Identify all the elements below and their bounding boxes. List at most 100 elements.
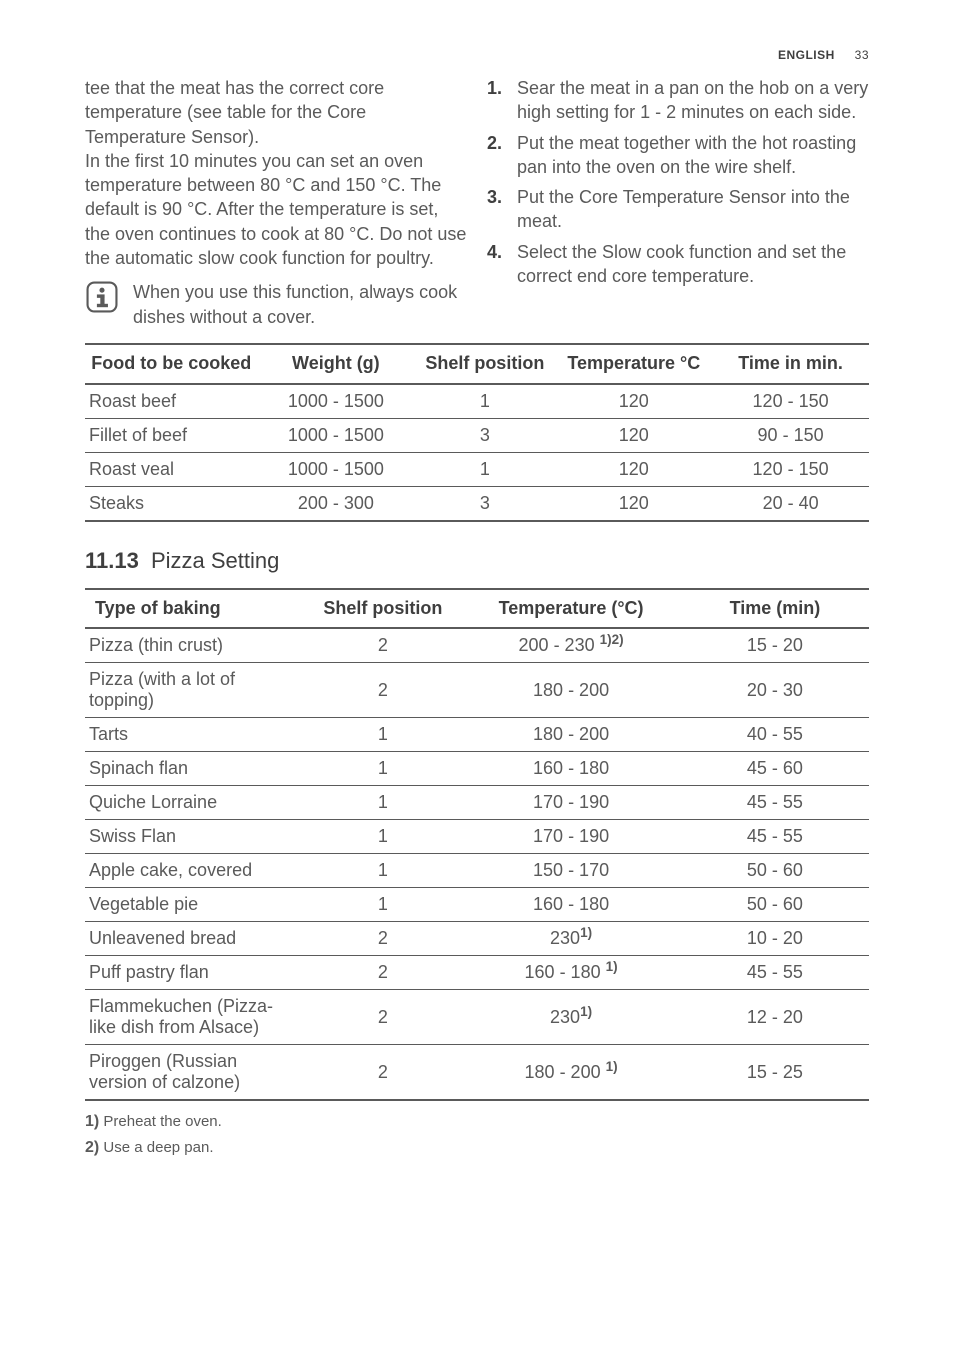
footnote-text: Preheat the oven. [99, 1113, 222, 1130]
table-cell: 3 [414, 486, 555, 521]
table-cell: 40 - 55 [681, 718, 869, 752]
table-row: Flammekuchen (Pizza-like dish from Alsac… [85, 990, 869, 1045]
table-row: Steaks200 - 300312020 - 40 [85, 486, 869, 521]
col-weight: Weight (g) [257, 344, 414, 384]
table-cell: 45 - 55 [681, 820, 869, 854]
page: ENGLISH 33 tee that the meat has the cor… [0, 0, 954, 1352]
table-row: Puff pastry flan2160 - 180 1)45 - 55 [85, 956, 869, 990]
step-item: Select the Slow cook function and set th… [487, 240, 869, 289]
info-icon [85, 280, 119, 314]
table-cell: 45 - 60 [681, 752, 869, 786]
table-cell: Pizza (thin crust) [85, 628, 305, 663]
table-cell: Pizza (with a lot of topping) [85, 663, 305, 718]
table-cell: 200 - 230 1)2) [461, 628, 681, 663]
intro-columns: tee that the meat has the correct core t… [85, 76, 869, 329]
table-cell: 45 - 55 [681, 786, 869, 820]
table-cell: 170 - 190 [461, 820, 681, 854]
table-cell: 1 [414, 452, 555, 486]
footnote-key: 2) [85, 1139, 99, 1156]
page-header: ENGLISH 33 [85, 48, 869, 62]
table-cell: 1 [305, 752, 462, 786]
table-cell: 1000 - 1500 [257, 452, 414, 486]
table-cell: 2 [305, 956, 462, 990]
table-row: Piroggen (Russian version of calzone)218… [85, 1045, 869, 1101]
col-shelf: Shelf position [305, 589, 462, 629]
paragraph: tee that the meat has the correct core t… [85, 76, 467, 149]
table-cell: Steaks [85, 486, 257, 521]
pizza-table: Type of baking Shelf position Temperatur… [85, 588, 869, 1102]
table-cell: 2 [305, 1045, 462, 1101]
step-item: Sear the meat in a pan on the hob on a v… [487, 76, 869, 125]
table-cell: 120 [555, 384, 712, 419]
table-cell: 120 [555, 452, 712, 486]
table-cell: 120 [555, 418, 712, 452]
table-cell: 50 - 60 [681, 888, 869, 922]
table-cell: Roast beef [85, 384, 257, 419]
table-cell: 2301) [461, 922, 681, 956]
section-name: Pizza Setting [151, 548, 279, 573]
table-cell: 2 [305, 628, 462, 663]
table-cell: Flammekuchen (Pizza-like dish from Alsac… [85, 990, 305, 1045]
table-cell: 120 [555, 486, 712, 521]
table-cell: 50 - 60 [681, 854, 869, 888]
footnotes: 1) Preheat the oven. 2) Use a deep pan. [85, 1109, 869, 1160]
table-cell: 120 - 150 [712, 452, 869, 486]
footnote-text: Use a deep pan. [99, 1139, 213, 1156]
table-cell: Roast veal [85, 452, 257, 486]
table-cell: Unleavened bread [85, 922, 305, 956]
table-header-row: Food to be cooked Weight (g) Shelf posit… [85, 344, 869, 384]
table-cell: 1 [305, 854, 462, 888]
table-cell: 1000 - 1500 [257, 418, 414, 452]
footnote-ref: 1) [580, 925, 592, 940]
slow-cook-tbody: Roast beef1000 - 15001120120 - 150Fillet… [85, 384, 869, 521]
col-time: Time in min. [712, 344, 869, 384]
table-cell: 10 - 20 [681, 922, 869, 956]
slow-cook-table: Food to be cooked Weight (g) Shelf posit… [85, 343, 869, 522]
table-cell: Apple cake, covered [85, 854, 305, 888]
col-temp: Temperature °C [555, 344, 712, 384]
header-lang: ENGLISH [778, 48, 835, 62]
col-time: Time (min) [681, 589, 869, 629]
table-cell: 90 - 150 [712, 418, 869, 452]
table-cell: 15 - 25 [681, 1045, 869, 1101]
table-cell: 160 - 180 1) [461, 956, 681, 990]
table-cell: Spinach flan [85, 752, 305, 786]
table-cell: 180 - 200 [461, 663, 681, 718]
table-row: Swiss Flan1170 - 19045 - 55 [85, 820, 869, 854]
table-cell: Piroggen (Russian version of calzone) [85, 1045, 305, 1101]
table-cell: Vegetable pie [85, 888, 305, 922]
table-cell: 2 [305, 922, 462, 956]
step-item: Put the Core Temperature Sensor into the… [487, 185, 869, 234]
footnote: 1) Preheat the oven. [85, 1109, 869, 1135]
table-row: Tarts1180 - 20040 - 55 [85, 718, 869, 752]
table-header-row: Type of baking Shelf position Temperatur… [85, 589, 869, 629]
table-cell: 1 [305, 718, 462, 752]
table-cell: 2 [305, 990, 462, 1045]
table-cell: 150 - 170 [461, 854, 681, 888]
table-row: Fillet of beef1000 - 1500312090 - 150 [85, 418, 869, 452]
footnote-ref: 1) [606, 1059, 618, 1074]
table-cell: Swiss Flan [85, 820, 305, 854]
table-cell: 180 - 200 1) [461, 1045, 681, 1101]
table-cell: 20 - 30 [681, 663, 869, 718]
pizza-tbody: Pizza (thin crust)2200 - 230 1)2)15 - 20… [85, 628, 869, 1100]
paragraph: In the first 10 minutes you can set an o… [85, 149, 467, 270]
table-cell: 3 [414, 418, 555, 452]
table-cell: 15 - 20 [681, 628, 869, 663]
table-cell: 1 [305, 888, 462, 922]
col-food: Food to be cooked [85, 344, 257, 384]
table-cell: 200 - 300 [257, 486, 414, 521]
table-cell: Puff pastry flan [85, 956, 305, 990]
info-callout: When you use this function, always cook … [85, 280, 467, 329]
footnote-ref: 1) [606, 959, 618, 974]
table-cell: 160 - 180 [461, 888, 681, 922]
table-row: Roast beef1000 - 15001120120 - 150 [85, 384, 869, 419]
col-type: Type of baking [85, 589, 305, 629]
table-cell: 1 [305, 820, 462, 854]
table-cell: 2301) [461, 990, 681, 1045]
col-shelf: Shelf position [414, 344, 555, 384]
table-cell: Fillet of beef [85, 418, 257, 452]
footnote-ref: 1) [580, 1004, 592, 1019]
left-column: tee that the meat has the correct core t… [85, 76, 467, 329]
table-cell: Quiche Lorraine [85, 786, 305, 820]
